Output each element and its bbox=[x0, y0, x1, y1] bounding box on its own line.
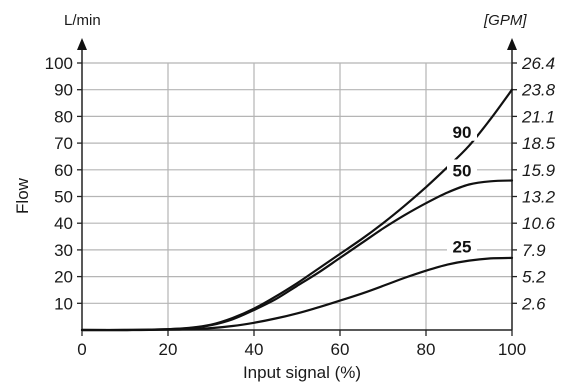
y-tick-label-right: 26.4 bbox=[521, 54, 555, 73]
y-tick-label-left: 10 bbox=[54, 294, 73, 313]
left-unit-label: L/min bbox=[64, 12, 101, 29]
y-tick-label-right: 2.6 bbox=[521, 294, 546, 313]
y-tick-label-left: 100 bbox=[45, 54, 73, 73]
x-tick-label: 80 bbox=[417, 340, 436, 359]
right-axis-arrow bbox=[507, 38, 517, 50]
y-tick-label-left: 90 bbox=[54, 81, 73, 100]
y-tick-label-right: 18.5 bbox=[522, 134, 556, 153]
y-tick-label-right: 13.2 bbox=[522, 188, 556, 207]
y-tick-label-left: 70 bbox=[54, 134, 73, 153]
y-tick-label-left: 40 bbox=[54, 214, 73, 233]
curve-label-bg bbox=[447, 120, 477, 141]
x-tick-label: 0 bbox=[77, 340, 86, 359]
y-tick-label-left: 20 bbox=[54, 268, 73, 287]
y-tick-label-right: 15.9 bbox=[522, 161, 556, 180]
y-tick-label-right: 5.2 bbox=[522, 268, 546, 287]
curve-25 bbox=[80, 256, 514, 332]
y-tick-label-right: 7.9 bbox=[522, 241, 546, 260]
y-tick-label-right: 10.6 bbox=[522, 214, 556, 233]
y-tick-label-left: 80 bbox=[54, 107, 73, 126]
right-unit-label: [GPM] bbox=[483, 12, 527, 29]
curve-label-bg bbox=[447, 159, 477, 180]
x-tick-label: 60 bbox=[331, 340, 350, 359]
axes bbox=[77, 38, 517, 336]
y-tick-label-right: 21.1 bbox=[521, 107, 555, 126]
left-axis-arrow bbox=[77, 38, 87, 50]
y-axis-title: Flow bbox=[13, 177, 32, 214]
curve-label-50: 50 bbox=[453, 161, 472, 180]
curve-label-90: 90 bbox=[453, 123, 472, 142]
curve-label-bg bbox=[447, 235, 477, 256]
x-tick-label: 100 bbox=[498, 340, 526, 359]
grid-lines bbox=[82, 62, 512, 330]
curve-label-25: 25 bbox=[453, 238, 472, 257]
y-tick-label-left: 30 bbox=[54, 241, 73, 260]
x-tick-label: 20 bbox=[159, 340, 178, 359]
x-tick-label: 40 bbox=[245, 340, 264, 359]
labels: 10 2.6 20 5.2 30 7.9 40 10.6 50 13.2 60 15.9 70 18.5 8… bbox=[45, 54, 556, 359]
y-tick-label-right: 23.8 bbox=[521, 81, 556, 100]
y-tick-label-left: 60 bbox=[54, 161, 73, 180]
x-axis-title: Input signal (%) bbox=[243, 363, 361, 382]
y-tick-label-left: 50 bbox=[54, 188, 73, 207]
